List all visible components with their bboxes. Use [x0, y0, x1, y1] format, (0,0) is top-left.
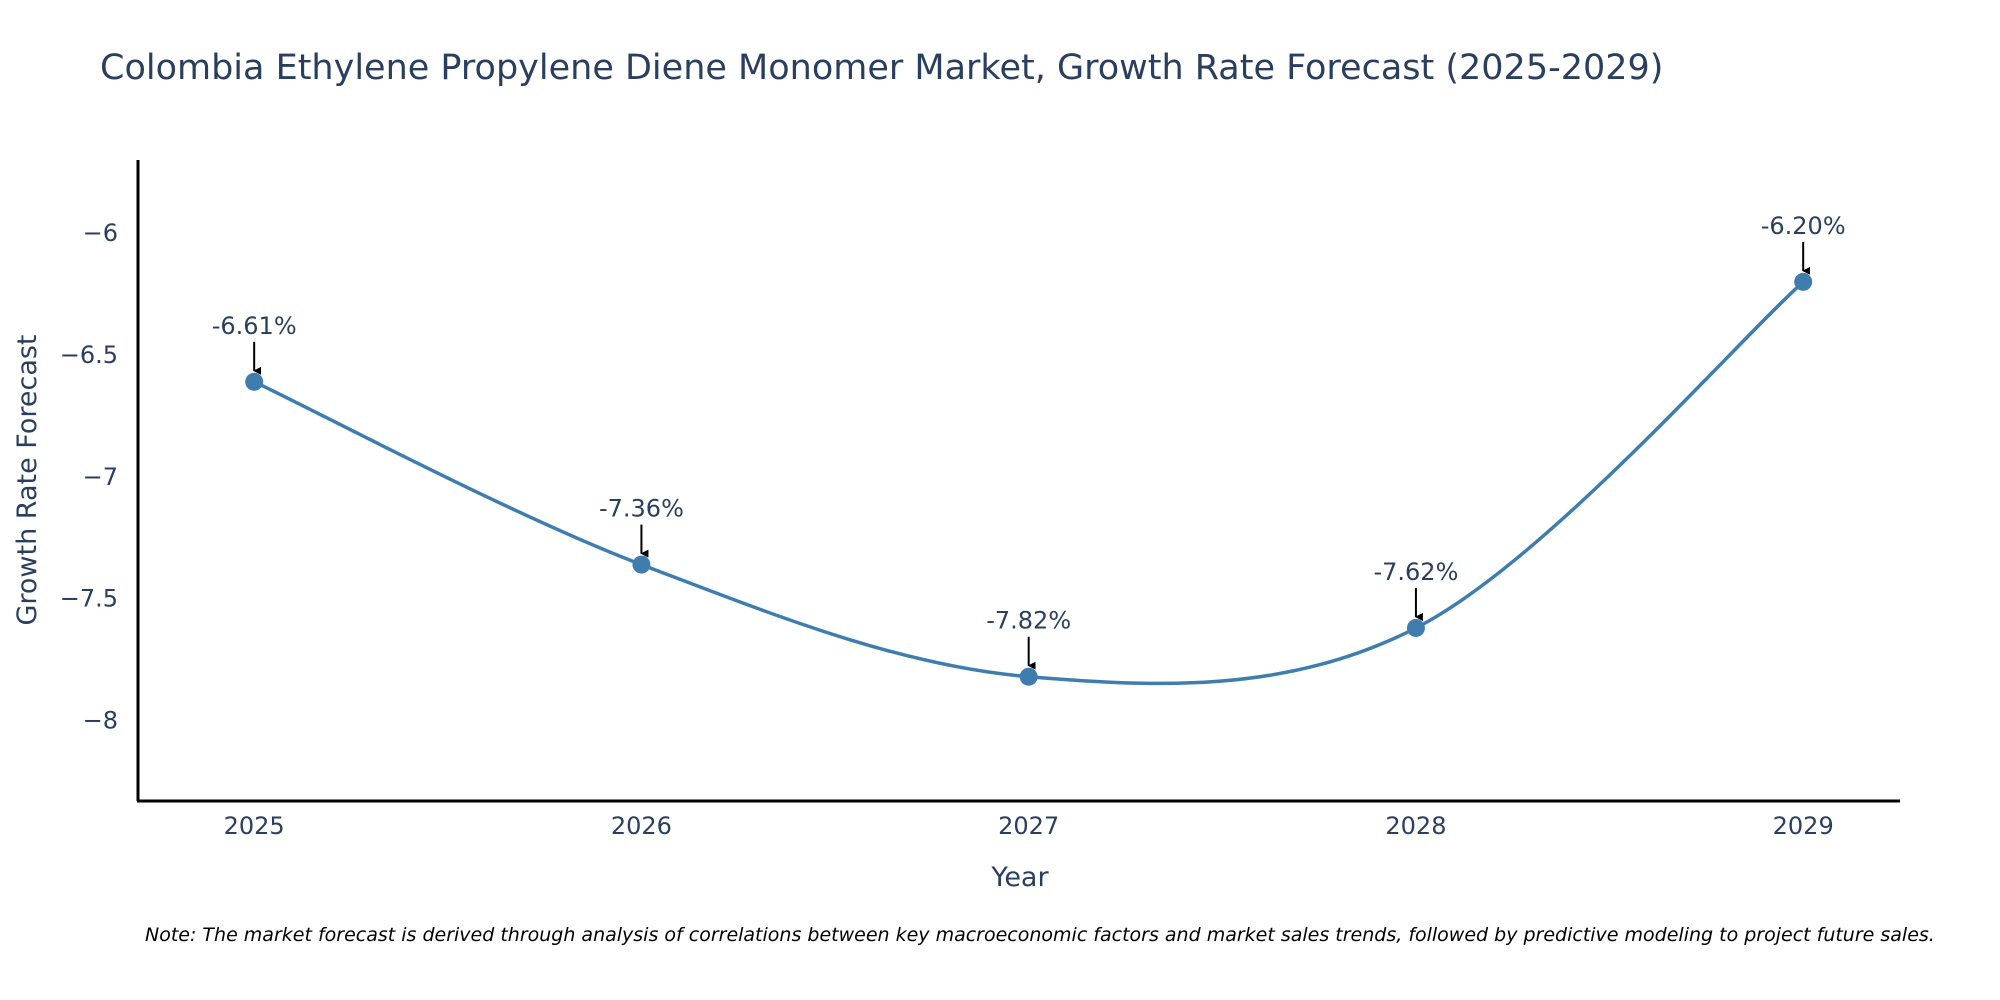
x-tick-label: 2025 [224, 812, 285, 840]
y-tick-labels: −6 −6.5 −7 −7.5 −8 [60, 219, 118, 734]
y-tick-label: −7 [83, 463, 118, 491]
annotation-2025: -6.61% [212, 312, 297, 375]
x-tick-labels: 2025 2026 2027 2028 2029 [224, 812, 1834, 840]
y-tick-label: −6.5 [60, 341, 118, 369]
data-label: -6.61% [212, 312, 297, 340]
data-label: -7.62% [1373, 558, 1458, 586]
y-tick-label: −6 [83, 219, 118, 247]
y-axis-title: Growth Rate Forecast [12, 334, 43, 625]
x-tick-label: 2029 [1773, 812, 1834, 840]
data-label: -7.36% [599, 495, 684, 523]
data-label: -7.82% [986, 607, 1071, 635]
data-point-2025 [245, 372, 264, 391]
x-tick-label: 2026 [611, 812, 672, 840]
data-point-2028 [1406, 618, 1425, 637]
data-point-2027 [1019, 667, 1038, 686]
x-tick-label: 2027 [998, 812, 1059, 840]
x-axis-title: Year [990, 862, 1049, 893]
methodology-note: Note: The market forecast is derived thr… [145, 924, 1935, 946]
data-annotations: -6.61% -7.36% -7.82% -7.62% -6.20% [212, 212, 1846, 670]
annotation-2028: -7.62% [1373, 558, 1458, 621]
y-tick-label: −8 [83, 707, 118, 735]
y-tick-label: −7.5 [60, 585, 118, 613]
annotation-2027: -7.82% [986, 607, 1071, 670]
plot-area: −6 −6.5 −7 −7.5 −8 2025 2026 2027 2028 2029 -6.6… [60, 160, 1900, 840]
data-label: -6.20% [1761, 212, 1846, 240]
chart-title: Colombia Ethylene Propylene Diene Monome… [100, 48, 1663, 88]
annotation-2026: -7.36% [599, 495, 684, 558]
data-point-2026 [632, 555, 651, 574]
x-tick-label: 2028 [1385, 812, 1446, 840]
data-markers [245, 272, 1813, 686]
annotation-2029: -6.20% [1761, 212, 1846, 275]
data-point-2029 [1794, 272, 1813, 291]
